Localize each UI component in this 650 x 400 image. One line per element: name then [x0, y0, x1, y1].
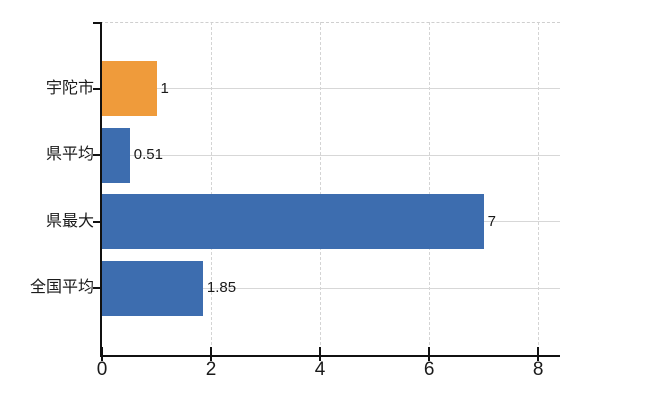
bar-value-label: 0.51	[133, 146, 163, 164]
x-tick-label: 4	[314, 359, 326, 380]
bar	[102, 61, 157, 117]
x-axis-tick	[101, 347, 103, 361]
bar-value-label: 1.85	[206, 279, 237, 297]
y-axis-top-tick	[93, 22, 102, 24]
category-label: 県平均	[45, 146, 94, 164]
horizontal-gridline	[102, 88, 560, 90]
bar	[102, 194, 484, 250]
category-label: 県最大	[45, 212, 94, 230]
category-label: 全国平均	[29, 279, 94, 297]
x-axis-tick	[319, 347, 322, 361]
vertical-gridline	[211, 22, 213, 355]
category-label: 宇陀市	[45, 79, 94, 97]
y-axis-tick	[93, 154, 102, 157]
bar-value-label: 7	[487, 212, 496, 230]
horizontal-gridline	[102, 287, 560, 289]
x-axis-tick	[428, 347, 431, 361]
x-tick-label: 2	[205, 359, 217, 380]
bar-value-label: 1	[160, 79, 169, 97]
y-axis-tick	[93, 87, 102, 90]
x-tick-label: 8	[532, 359, 544, 380]
vertical-gridline	[429, 22, 431, 355]
x-axis-tick	[537, 347, 540, 361]
vertical-gridline	[320, 22, 322, 355]
plot-top-border	[100, 22, 560, 23]
x-tick-label: 6	[423, 359, 435, 380]
horizontal-gridline	[102, 154, 560, 156]
x-axis-tick	[210, 347, 213, 361]
bar	[102, 260, 203, 316]
vertical-gridline	[538, 22, 540, 355]
plot-area: 1 0.51 7 1.85	[93, 22, 560, 357]
x-tick-label: 0	[96, 359, 108, 380]
y-axis-line	[100, 22, 102, 357]
y-axis-tick	[93, 287, 102, 290]
x-axis-line	[100, 355, 560, 357]
y-axis-tick	[93, 220, 102, 223]
bar	[102, 127, 130, 183]
